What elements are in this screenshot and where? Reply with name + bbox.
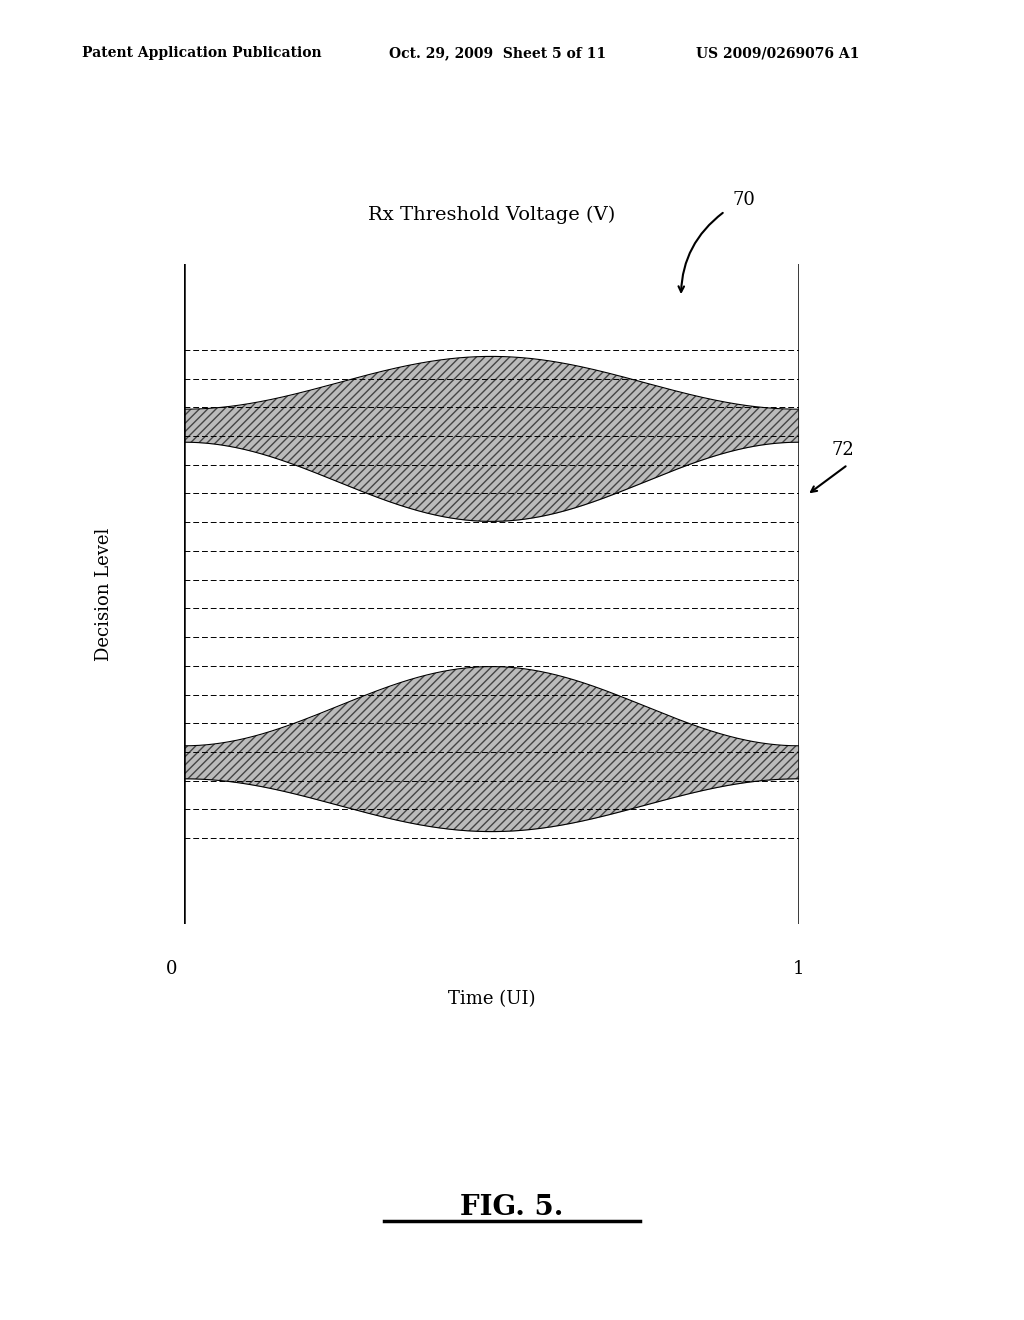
Text: 0: 0 bbox=[166, 961, 178, 978]
Text: FIG. 5.: FIG. 5. bbox=[461, 1195, 563, 1221]
Text: Patent Application Publication: Patent Application Publication bbox=[82, 46, 322, 61]
Text: Decision Level: Decision Level bbox=[95, 527, 114, 661]
Text: 1: 1 bbox=[793, 961, 805, 978]
Text: US 2009/0269076 A1: US 2009/0269076 A1 bbox=[696, 46, 860, 61]
Text: 70: 70 bbox=[732, 190, 755, 209]
Text: Rx Threshold Voltage (V): Rx Threshold Voltage (V) bbox=[368, 206, 615, 224]
Text: Oct. 29, 2009  Sheet 5 of 11: Oct. 29, 2009 Sheet 5 of 11 bbox=[389, 46, 606, 61]
Text: 72: 72 bbox=[831, 441, 854, 459]
Text: Time (UI): Time (UI) bbox=[447, 990, 536, 1008]
